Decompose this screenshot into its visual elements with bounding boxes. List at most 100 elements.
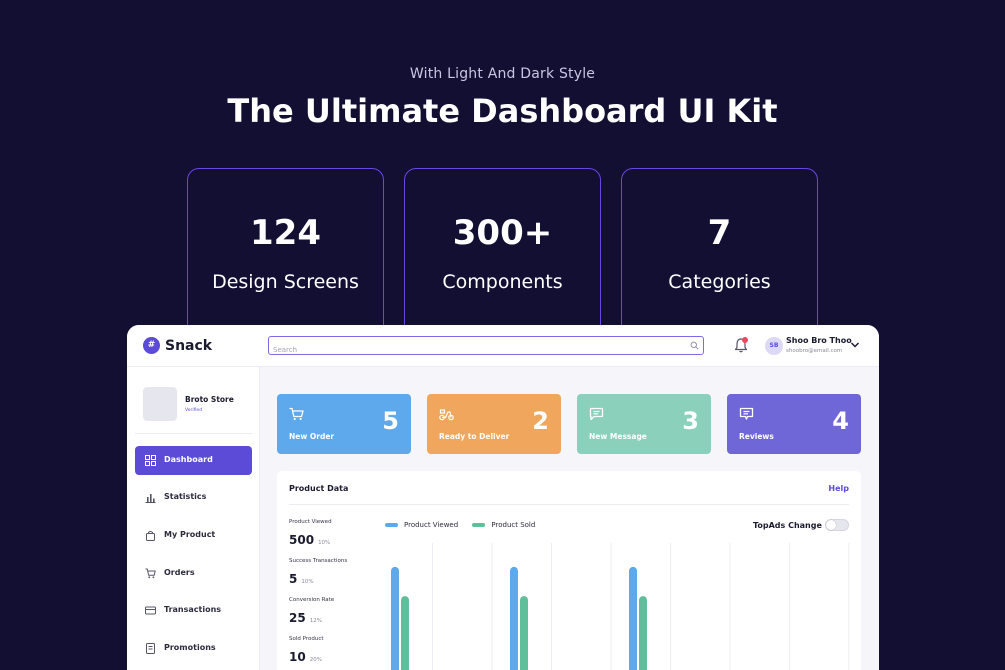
kpi-value: 25 xyxy=(289,611,306,625)
topads-toggle[interactable] xyxy=(825,519,849,531)
product-chart xyxy=(391,543,850,670)
kpi-success-transactions: Success Transactions 5 10% xyxy=(289,558,347,587)
scooter-icon xyxy=(439,409,454,421)
chart-bar-product-sold[interactable] xyxy=(520,596,528,670)
dashboard-app-window: # Snack SB Shoo Bro Thoo shoobro@email.c… xyxy=(127,325,879,670)
sidebar-item-promotions[interactable]: Promotions xyxy=(135,634,252,663)
sidebar-divider xyxy=(135,433,252,434)
metric-card-reviews[interactable]: Reviews 4 xyxy=(727,394,861,454)
avatar[interactable]: SB xyxy=(765,337,783,355)
kpi-label: Sold Product xyxy=(289,636,324,642)
sidebar-item-label: Promotions xyxy=(164,643,216,652)
stat-card-components: 300+ Components xyxy=(404,168,601,338)
kpi-percent: 12% xyxy=(309,618,322,624)
card-icon xyxy=(145,606,156,615)
kpi-value: 10 xyxy=(289,650,306,664)
logo-text: Snack xyxy=(165,338,213,354)
search-box[interactable] xyxy=(268,336,704,359)
metric-card-new-order[interactable]: New Order 5 xyxy=(277,394,411,454)
legend-item-product-sold: Product Sold xyxy=(472,521,535,529)
metric-label: Reviews xyxy=(739,432,774,441)
sidebar-item-my-product[interactable]: My Product xyxy=(135,521,252,550)
stat-label: Design Screens xyxy=(212,271,359,293)
sidebar-item-label: Statistics xyxy=(164,492,207,501)
chart-bar-product-sold[interactable] xyxy=(401,596,409,670)
kpi-percent: 20% xyxy=(309,657,322,663)
sidebar-item-label: Orders xyxy=(164,568,195,577)
review-icon xyxy=(739,407,754,420)
kpi-sold-product: Sold Product 10 20% xyxy=(289,636,324,665)
metric-card-ready-to-deliver[interactable]: Ready to Deliver 2 xyxy=(427,394,561,454)
metric-label: Ready to Deliver xyxy=(439,432,510,441)
grid-icon xyxy=(145,455,156,466)
chart-bar-product-viewed[interactable] xyxy=(391,566,399,670)
kpi-conversion-rate: Conversion Rate 25 12% xyxy=(289,597,334,626)
sidebar-item-dashboard[interactable]: Dashboard xyxy=(135,446,252,475)
stat-value: 124 xyxy=(250,213,321,253)
sidebar-item-statistics[interactable]: Statistics xyxy=(135,483,252,512)
metric-value: 4 xyxy=(832,407,849,435)
toggle-knob xyxy=(826,520,836,530)
kpi-percent: 10% xyxy=(301,579,314,585)
metric-label: New Order xyxy=(289,432,335,441)
sidebar-item-label: My Product xyxy=(164,530,216,539)
kpi-label: Conversion Rate xyxy=(289,597,335,603)
stat-label: Components xyxy=(442,271,563,293)
panel-divider xyxy=(289,504,849,505)
kpi-product-viewed: Product Viewed 500 10% xyxy=(289,519,332,548)
metric-value: 3 xyxy=(682,407,699,435)
metric-value: 5 xyxy=(382,407,399,435)
cart-icon xyxy=(289,407,304,421)
logo-icon: # xyxy=(143,337,160,354)
chevron-down-icon[interactable] xyxy=(850,341,860,349)
search-icon[interactable] xyxy=(690,341,699,350)
user-name[interactable]: Shoo Bro Thoo xyxy=(786,336,852,345)
search-input[interactable] xyxy=(269,341,669,359)
sidebar-item-label: Dashboard xyxy=(164,455,213,464)
legend-swatch xyxy=(472,523,486,527)
hero-title: The Ultimate Dashboard UI Kit xyxy=(227,92,778,130)
legend-item-product-viewed: Product Viewed xyxy=(385,521,458,529)
stat-card-categories: 7 Categories xyxy=(621,168,818,338)
store-verified-badge: Verified xyxy=(185,408,203,413)
stat-value: 7 xyxy=(707,213,732,253)
kpi-value: 5 xyxy=(289,572,298,586)
sidebar-item-label: Transactions xyxy=(164,605,222,614)
legend-label: Product Viewed xyxy=(404,521,459,529)
bar-chart-icon xyxy=(145,494,156,503)
chart-bar-product-viewed[interactable] xyxy=(629,566,637,670)
help-link[interactable]: Help xyxy=(828,484,849,493)
kpi-label: Success Transactions xyxy=(289,558,348,564)
document-icon xyxy=(146,643,155,654)
chart-legend: Product Viewed Product Sold xyxy=(385,521,547,529)
sidebar-item-transactions[interactable]: Transactions xyxy=(135,596,252,625)
chart-bar-product-sold[interactable] xyxy=(639,596,647,670)
sidebar: Broto Store Verified Dashboard Statistic… xyxy=(127,367,260,670)
store-thumbnail xyxy=(143,387,177,421)
main-content: New Order 5 Ready to Deliver 2 New Messa… xyxy=(260,367,879,670)
store-name: Broto Store xyxy=(185,395,234,404)
kpi-label: Product Viewed xyxy=(289,519,332,525)
bag-icon xyxy=(146,530,155,541)
stat-value: 300+ xyxy=(452,213,553,253)
product-data-panel: Product Data Help Product Viewed 500 10% … xyxy=(277,471,861,670)
topads-label: TopAds Change xyxy=(753,521,822,530)
message-icon xyxy=(589,407,604,421)
stat-card-design-screens: 124 Design Screens xyxy=(187,168,384,338)
kpi-value: 500 xyxy=(289,533,315,547)
user-email: shoobro@email.com xyxy=(786,348,843,354)
legend-label: Product Sold xyxy=(491,521,536,529)
kpi-percent: 10% xyxy=(318,540,331,546)
metric-value: 2 xyxy=(532,407,549,435)
sidebar-item-orders[interactable]: Orders xyxy=(135,559,252,588)
stat-label: Categories xyxy=(668,271,771,293)
cart-icon xyxy=(145,568,156,579)
panel-title: Product Data xyxy=(289,484,349,493)
legend-swatch xyxy=(385,523,398,527)
notification-dot xyxy=(742,337,748,343)
chart-bar-product-viewed[interactable] xyxy=(510,566,518,670)
metric-card-new-message[interactable]: New Message 3 xyxy=(577,394,711,454)
hero-subtitle: With Light And Dark Style xyxy=(409,66,596,82)
top-bar: # Snack SB Shoo Bro Thoo shoobro@email.c… xyxy=(127,325,879,367)
metric-label: New Message xyxy=(589,432,647,441)
